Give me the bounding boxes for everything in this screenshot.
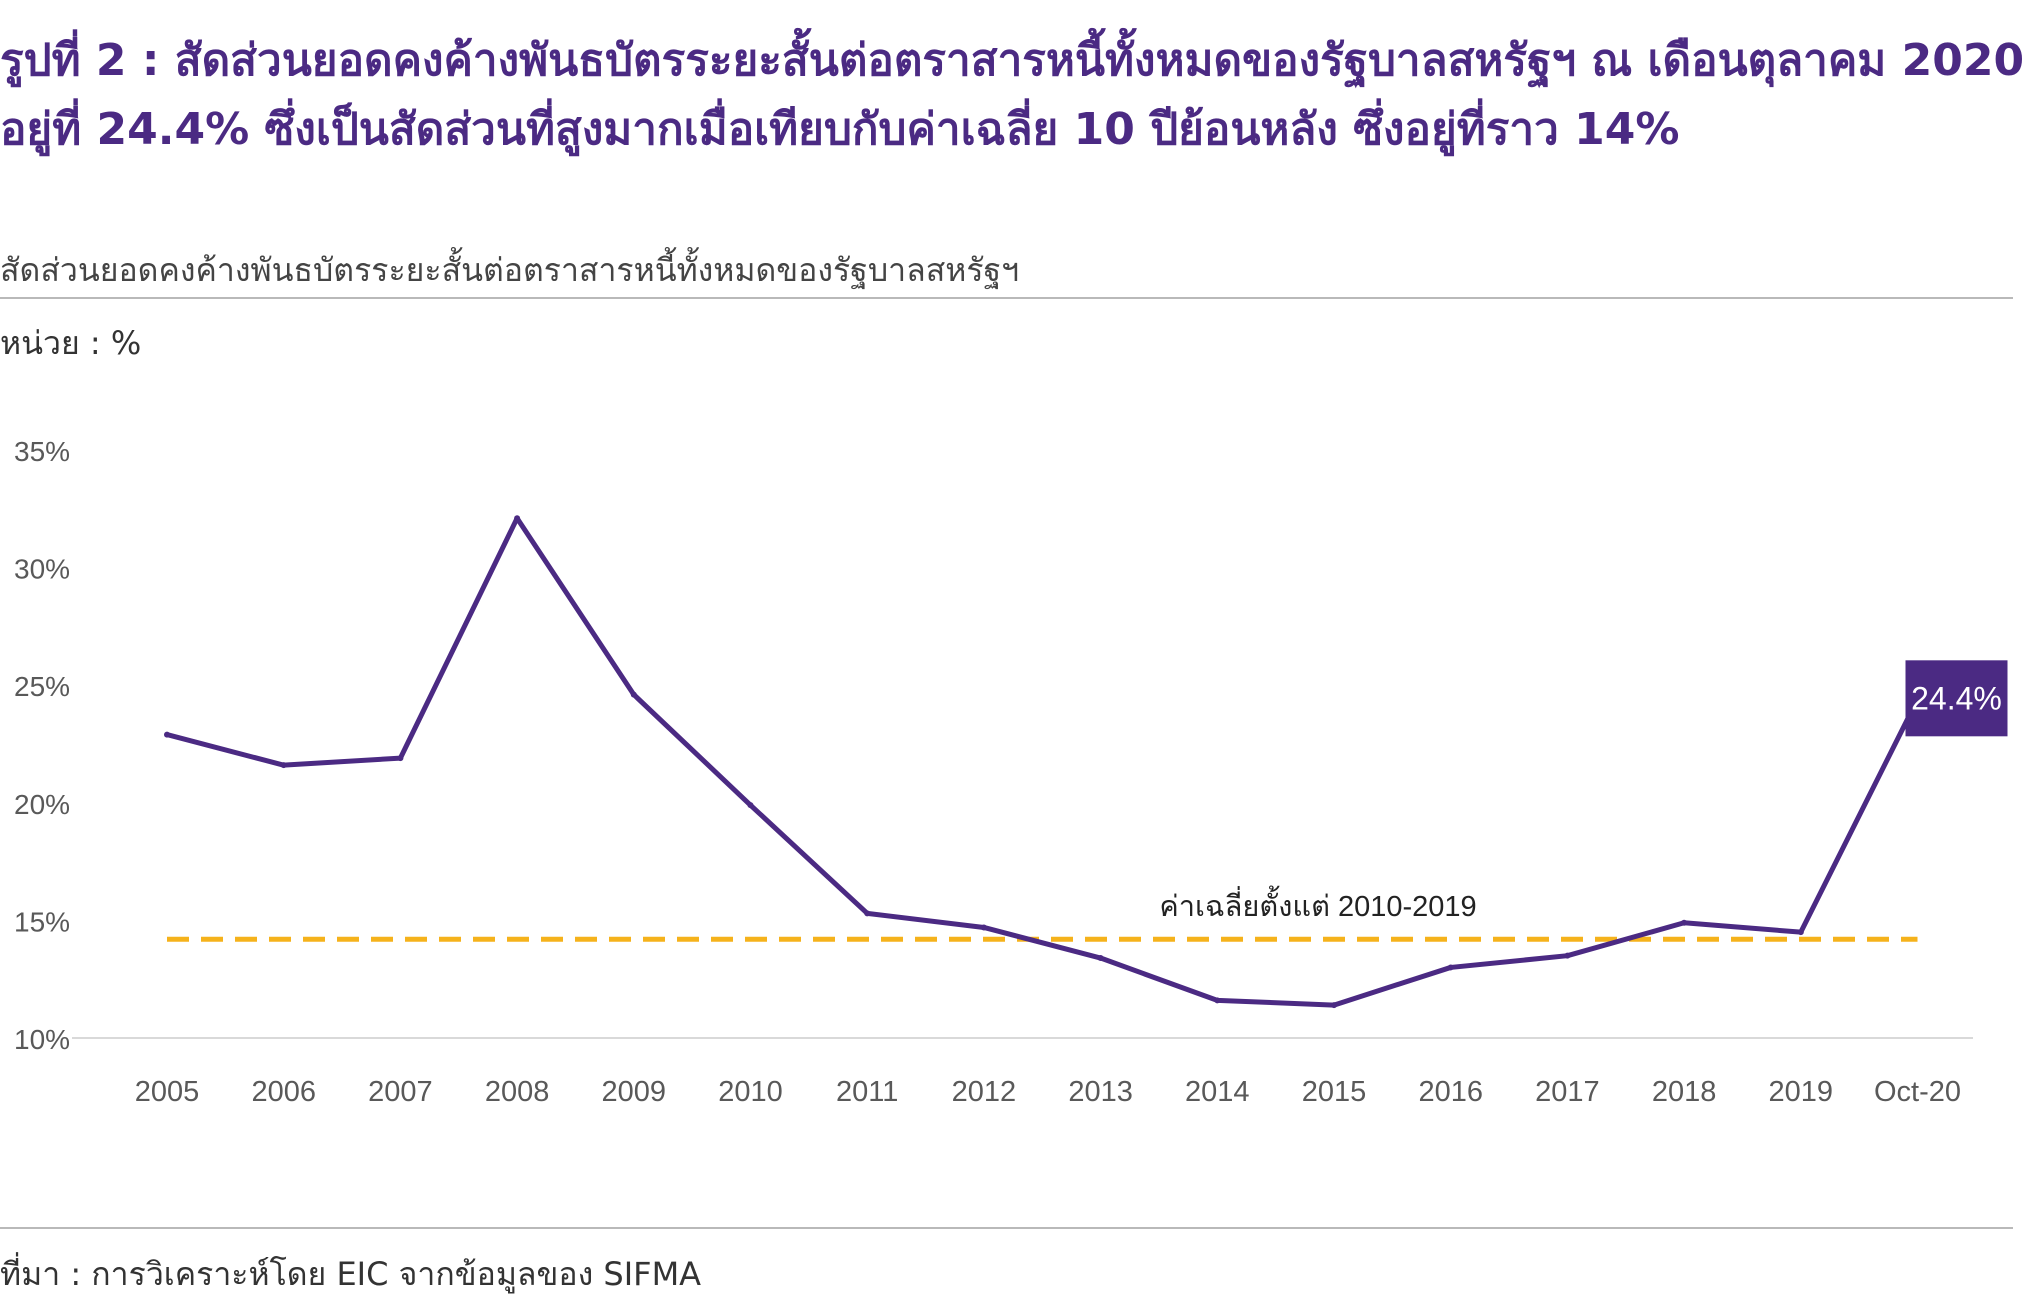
data-point-2008 <box>514 515 521 522</box>
chart-title: รูปที่ 2 : สัดส่วนยอดคงค้างพันธบัตรระยะส… <box>0 35 2025 155</box>
x-tick-label: 2010 <box>718 1076 783 1108</box>
y-tick-label: 10% <box>14 1024 70 1055</box>
x-tick-label: 2009 <box>602 1076 667 1108</box>
chart-subtitle: สัดส่วนยอดคงค้างพันธบัตรระยะสั้นต่อตราสา… <box>0 251 1020 289</box>
end-value-badge <box>1905 660 2008 737</box>
x-axis-ticks: 2005 2006 2007 2008 2009 2010 2011 2012 2013 2014… <box>135 1076 1961 1108</box>
x-tick-label: 2018 <box>1652 1076 1717 1108</box>
data-point-2009 <box>630 691 637 698</box>
x-tick-label: 2007 <box>368 1076 433 1108</box>
x-tick-label: 2006 <box>251 1076 316 1108</box>
data-point-2010 <box>747 802 754 809</box>
end-value-label: 24.4% <box>1911 680 2002 716</box>
line-chart: 10%15%20%25%30%35% 2005 2006 2007 2008 2009 2… <box>14 436 2008 1108</box>
data-point-2013 <box>1097 955 1104 962</box>
top-divider <box>0 297 2013 299</box>
y-tick-label: 35% <box>14 436 70 467</box>
data-point-2007 <box>397 755 404 762</box>
x-tick-label: Oct-20 <box>1874 1076 1961 1108</box>
y-tick-label: 25% <box>14 671 70 702</box>
x-tick-label: 2014 <box>1185 1076 1250 1108</box>
x-tick-label: 2015 <box>1302 1076 1367 1108</box>
x-tick-label: 2013 <box>1068 1076 1133 1108</box>
y-tick-label: 30% <box>14 554 70 585</box>
data-point-2018 <box>1681 919 1688 926</box>
data-point-2016 <box>1447 964 1454 971</box>
y-tick-label: 20% <box>14 789 70 820</box>
data-point-2006 <box>280 762 287 769</box>
data-point-2017 <box>1564 952 1571 959</box>
x-tick-label: 2019 <box>1769 1076 1834 1108</box>
x-tick-label: 2008 <box>485 1076 550 1108</box>
bottom-divider <box>0 1227 2013 1229</box>
y-axis-ticks: 10% 15% 20% 25% 30% 35% <box>14 436 70 1055</box>
x-tick-label: 2016 <box>1418 1076 1483 1108</box>
data-point-2012 <box>980 924 987 931</box>
x-tick-label: 2012 <box>952 1076 1017 1108</box>
data-point-2011 <box>864 910 871 917</box>
data-point-2014 <box>1214 997 1221 1004</box>
data-point-2015 <box>1331 1002 1337 1009</box>
data-point-2019 <box>1797 929 1804 936</box>
x-tick-label: 2005 <box>135 1076 200 1108</box>
series-line <box>166 515 1920 1008</box>
y-tick-label: 15% <box>14 906 70 937</box>
unit-label: หน่วย : % <box>0 324 142 362</box>
average-reference-label: ค่าเฉลี่ยตั้งแต่ 2010-2019 <box>1159 885 1476 923</box>
series-points <box>164 515 1921 1009</box>
data-point-2005 <box>164 731 170 738</box>
source-note: ที่มา : การวิเคราะห์โดย EIC จากข้อมูลของ… <box>0 1255 702 1293</box>
x-tick-label: 2017 <box>1535 1076 1600 1108</box>
x-tick-label: 2011 <box>836 1076 898 1108</box>
